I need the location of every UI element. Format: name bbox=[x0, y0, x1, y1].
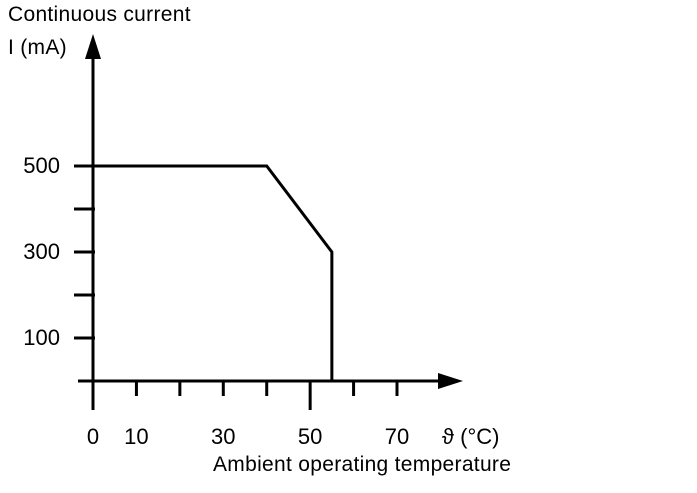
y-tick-label-100: 100 bbox=[23, 325, 60, 350]
x-axis-arrowhead bbox=[438, 373, 463, 389]
x-tick-label-10: 10 bbox=[124, 424, 149, 449]
x-tick-label-0: 0 bbox=[86, 424, 100, 449]
y-tick-label-500: 500 bbox=[23, 153, 60, 178]
y-tick-label-300: 300 bbox=[23, 239, 60, 264]
y-axis-arrowhead bbox=[85, 34, 101, 59]
x-axis-caption: Ambient operating temperature bbox=[213, 453, 512, 476]
y-axis-label: I (mA) bbox=[8, 36, 67, 59]
x-tick-label-50: 50 bbox=[297, 424, 323, 449]
x-axis-unit-label: ϑ (°C) bbox=[442, 424, 500, 449]
x-tick-label-30: 30 bbox=[211, 424, 236, 449]
x-tick-label-70: 70 bbox=[384, 424, 410, 449]
continuous-current-derating-limit-curve bbox=[93, 164, 334, 381]
chart-title: Continuous current bbox=[8, 3, 191, 26]
